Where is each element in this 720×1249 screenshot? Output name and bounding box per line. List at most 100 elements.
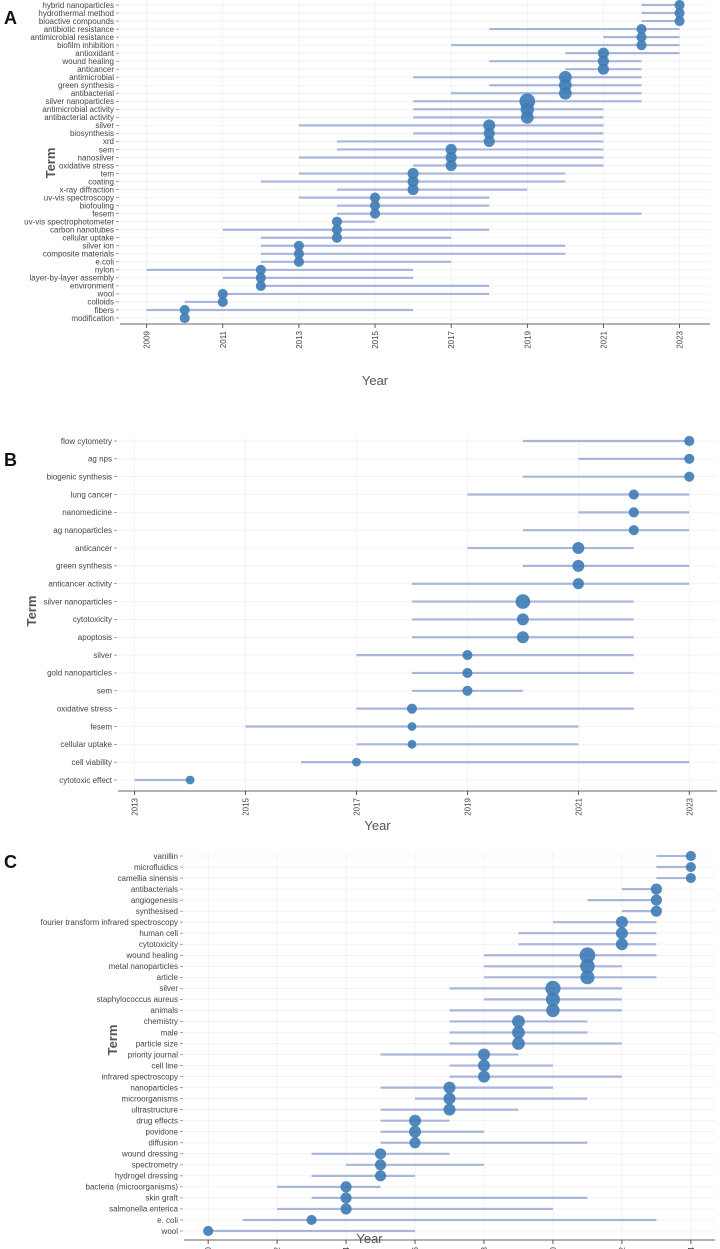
term-peak-point <box>409 1137 421 1149</box>
term-label: e.coli <box>95 258 114 267</box>
term-peak-point <box>558 86 572 100</box>
term-label: silver <box>95 121 114 130</box>
term-label: uv-vis spectrophotometer <box>24 217 114 226</box>
term-label: layer-by-layer assembly <box>30 274 114 283</box>
term-label: silver nanoparticles <box>46 97 114 106</box>
term-label: oxidative stress <box>59 161 114 170</box>
term-peak-point <box>407 739 417 749</box>
term-label: nanoparticles <box>130 1083 178 1092</box>
term-peak-point <box>512 1026 525 1039</box>
term-peak-point <box>340 1203 352 1215</box>
term-peak-point <box>477 1059 490 1072</box>
x-tick-label: 2022 <box>618 1246 627 1249</box>
term-label: e. coli <box>157 1216 178 1225</box>
term-peak-point <box>409 1125 422 1138</box>
term-label: xrd <box>103 137 114 146</box>
term-peak-point <box>369 200 381 211</box>
term-peak-point <box>684 435 695 447</box>
term-label: hydrogel dressing <box>115 1172 178 1181</box>
term-label: coating <box>88 177 114 186</box>
term-peak-point <box>483 127 495 139</box>
term-peak-point <box>331 232 343 243</box>
term-peak-point <box>443 1092 456 1105</box>
x-tick-label: 2009 <box>143 330 152 348</box>
term-peak-point <box>685 861 696 873</box>
term-label: fourier transform infrared spectroscopy <box>41 918 178 927</box>
term-peak-point <box>407 175 419 188</box>
term-peak-point <box>255 280 266 291</box>
term-label: apoptosis <box>78 633 112 642</box>
term-peak-point <box>293 256 304 267</box>
x-tick-label: 2010 <box>204 1246 213 1249</box>
x-axis-title: Year <box>362 373 389 388</box>
term-peak-point <box>674 0 685 11</box>
term-label: modification <box>71 314 114 323</box>
term-peak-point <box>203 1225 214 1237</box>
term-label: article <box>157 973 179 982</box>
term-peak-point <box>293 240 304 251</box>
term-label: green synthesis <box>58 81 114 90</box>
term-peak-point <box>628 525 639 536</box>
term-peak-point <box>477 1070 490 1083</box>
x-tick-label: 2013 <box>131 797 140 815</box>
term-label: x-ray diffraction <box>59 185 114 194</box>
term-peak-point <box>352 757 361 767</box>
term-peak-point <box>650 894 662 906</box>
term-peak-point <box>597 63 609 75</box>
term-peak-point <box>597 47 609 59</box>
term-peak-point <box>512 1037 525 1050</box>
term-peak-point <box>374 1148 387 1160</box>
x-tick-label: 2017 <box>352 797 361 815</box>
term-peak-point <box>407 184 419 196</box>
term-label: biofilm inhibition <box>57 41 114 50</box>
term-peak-point <box>407 167 419 180</box>
term-label: antibacterials <box>131 885 178 894</box>
term-label: cell viability <box>72 758 112 767</box>
term-peak-point <box>462 685 473 696</box>
term-label: infrared spectroscopy <box>102 1072 178 1081</box>
term-peak-point <box>636 24 647 35</box>
x-tick-label: 2019 <box>463 797 472 815</box>
term-peak-point <box>293 248 304 259</box>
term-label: uv-vis spectroscopy <box>44 193 114 202</box>
term-label: anticancer activity <box>48 580 112 589</box>
term-label: hydrothermal method <box>38 9 114 18</box>
term-label: ultrastructure <box>131 1105 178 1114</box>
term-label: staphylococcus aureus <box>97 995 178 1004</box>
term-label: skin graft <box>146 1194 179 1203</box>
term-peak-point <box>580 958 595 974</box>
term-label: antioxidant <box>75 49 114 58</box>
term-label: oxidative stress <box>57 704 112 713</box>
term-label: nylon <box>95 266 114 275</box>
term-label: environment <box>70 282 115 291</box>
term-label: diffusion <box>148 1139 178 1148</box>
term-label: synthesised <box>136 907 178 916</box>
x-tick-label: 2021 <box>574 797 583 815</box>
term-label: male <box>161 1028 179 1037</box>
term-peak-point <box>650 883 662 895</box>
term-peak-point <box>615 916 628 929</box>
term-label: drug effects <box>136 1117 178 1126</box>
term-label: salmonella enterica <box>109 1205 178 1214</box>
term-peak-point <box>445 143 457 156</box>
term-label: lung cancer <box>71 490 113 499</box>
term-label: cytotoxicity <box>139 940 178 949</box>
term-peak-point <box>443 1103 456 1116</box>
term-label: animals <box>150 1006 178 1015</box>
term-peak-point <box>409 1114 422 1127</box>
term-label: nanomedicine <box>62 508 112 517</box>
term-label: cytotoxicity <box>73 615 112 624</box>
x-tick-label: 2013 <box>295 330 304 348</box>
term-label: bioactive compounds <box>39 17 114 26</box>
term-peak-point <box>615 927 628 940</box>
term-peak-point <box>545 980 561 996</box>
term-peak-point <box>520 110 534 124</box>
term-label: antimicrobial resistance <box>30 33 114 42</box>
term-label: cellular uptake <box>62 234 114 243</box>
x-axis-title: Year <box>364 818 391 833</box>
term-peak-point <box>462 667 473 679</box>
term-peak-point <box>572 559 585 572</box>
